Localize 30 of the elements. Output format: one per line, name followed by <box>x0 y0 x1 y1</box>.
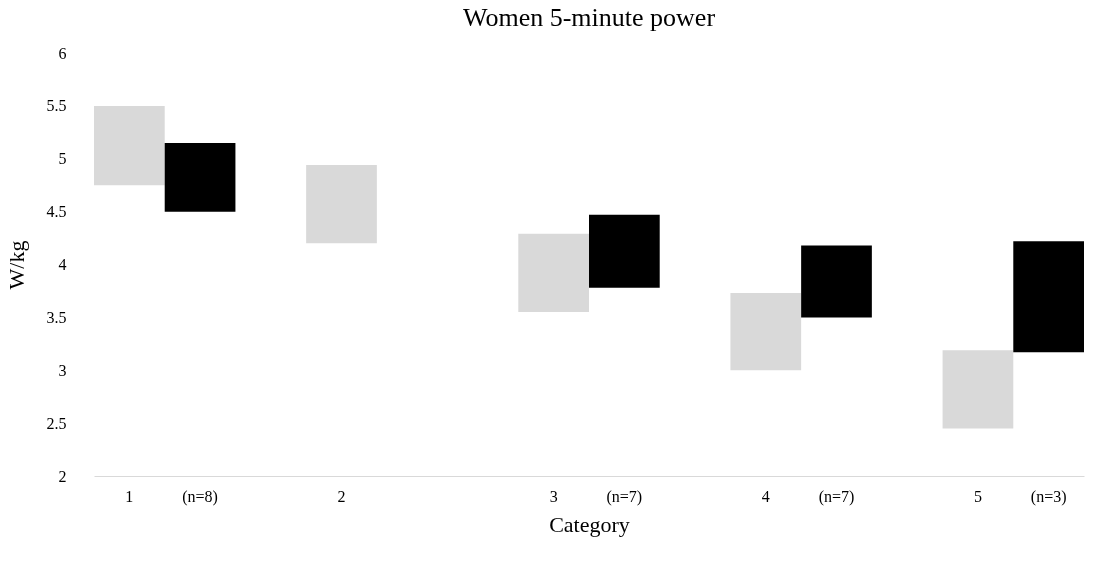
x-tick-label: 3 <box>549 487 558 505</box>
y-tick-label: 3.5 <box>46 308 67 326</box>
x-axis-title: Category <box>549 511 630 537</box>
chart-title: Women 5-minute power <box>462 3 716 32</box>
bar <box>94 105 165 186</box>
y-tick-label: 4 <box>58 256 67 273</box>
y-tick-label: 2.5 <box>46 414 67 432</box>
bar <box>589 214 660 288</box>
y-tick-label: 5 <box>58 150 67 168</box>
y-axis-title: W/kg <box>3 240 29 290</box>
bar <box>164 142 236 212</box>
bar <box>1013 241 1084 353</box>
x-tick-label: (n=7) <box>606 487 643 506</box>
bar <box>306 165 377 244</box>
y-tick-label: 6 <box>58 44 67 62</box>
bar <box>518 233 589 313</box>
x-tick-label: 4 <box>761 487 770 505</box>
y-tick-label: 2 <box>58 467 67 485</box>
x-tick-label: 5 <box>973 487 982 505</box>
x-tick-label: (n=7) <box>818 487 855 506</box>
x-tick-label: 2 <box>337 487 346 505</box>
bar <box>801 245 872 318</box>
bar <box>730 293 802 371</box>
y-tick-label: 4.5 <box>46 203 67 221</box>
x-tick-label: (n=8) <box>182 487 218 506</box>
x-tick-label: (n=3) <box>1030 487 1067 506</box>
x-tick-label: 1 <box>125 487 134 505</box>
y-tick-label: 3 <box>58 361 67 379</box>
y-tick-label: 5.5 <box>46 97 67 115</box>
bar <box>942 350 1014 429</box>
